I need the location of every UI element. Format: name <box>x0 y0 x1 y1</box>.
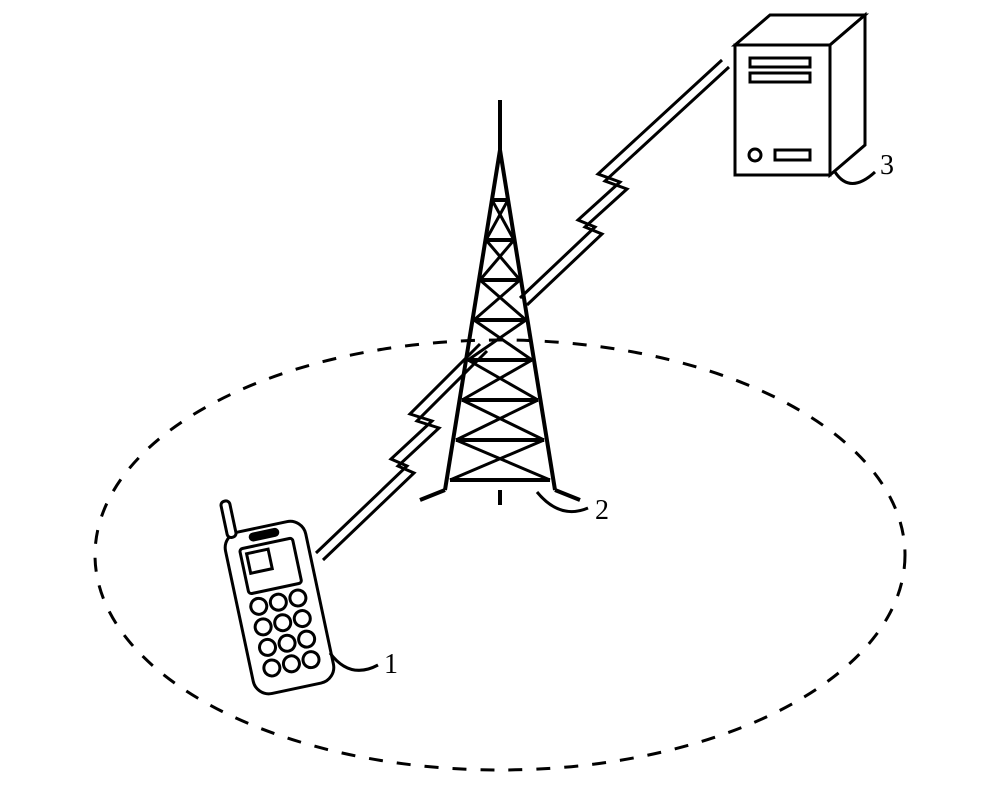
coverage-ellipse <box>95 340 905 770</box>
link-tower-server <box>520 60 729 305</box>
cell-tower-icon <box>420 100 580 505</box>
link-phone-tower <box>316 344 487 560</box>
server-icon <box>735 15 865 175</box>
label-phone: 1 <box>384 649 398 681</box>
leader-arcs <box>330 172 875 670</box>
label-tower: 2 <box>595 495 609 527</box>
diagram-canvas <box>0 0 1000 791</box>
label-server: 3 <box>880 150 894 182</box>
phone-icon <box>215 486 336 697</box>
